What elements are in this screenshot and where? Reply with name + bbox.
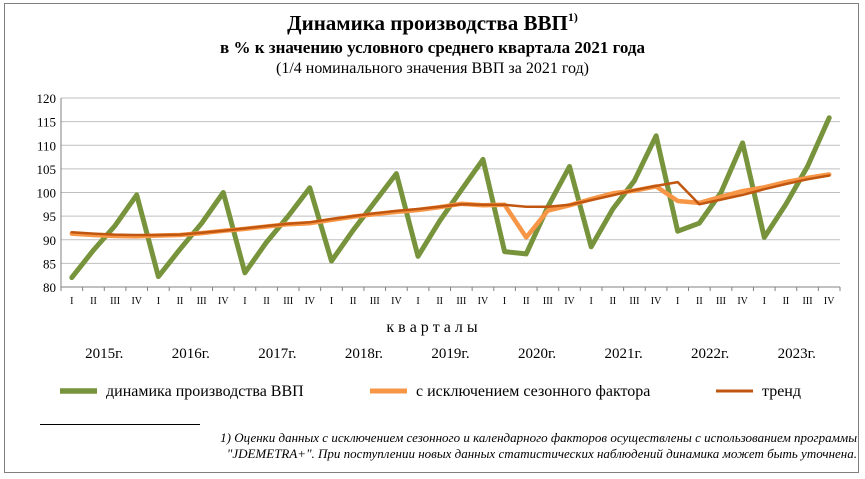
grid	[61, 97, 840, 264]
y-tick-label-120: 120	[37, 91, 57, 106]
x-axis-label: к в а р т а л ы	[386, 319, 478, 336]
x-tick-label: II	[783, 296, 790, 307]
y-axis-ticks: 80 85 90 95 100 105 110 115 120	[37, 91, 57, 295]
x-tick-label: II	[436, 296, 443, 307]
x-tick-label: I	[157, 296, 160, 307]
x-tick-label: IV	[391, 296, 402, 307]
x-tick-label: III	[456, 296, 466, 307]
chart-subtitle-note: (1/4 номинального значения ВВП за 2021 г…	[276, 60, 589, 77]
x-axis-ticks: I II III IV I II III IV I II III IV I II III IV I II III IV…	[60, 287, 841, 307]
series-line-3	[70, 174, 831, 237]
x-tick-label: I	[589, 296, 592, 307]
y-tick-label-110: 110	[37, 138, 56, 153]
x-tick-label: I	[763, 296, 766, 307]
chart-subtitle: в % к значению условного среднего кварта…	[220, 38, 645, 57]
x-tick-label: II	[90, 296, 97, 307]
footnote-line-2: "JDEMETRA+". При поступлении новых данны…	[226, 446, 857, 461]
chart-title: Динамика производства ВВП1)	[0, 10, 865, 36]
x-tick-label: I	[416, 296, 419, 307]
legend: динамика производства ВВП с исключением с…	[60, 383, 801, 400]
x-tick-label: IV	[131, 296, 142, 307]
chart-title-text: Динамика производства ВВП	[287, 11, 568, 35]
y-tick-label-115: 115	[37, 115, 56, 130]
y-tick-label-85: 85	[43, 256, 56, 271]
year-label-1: 2015г.	[85, 346, 123, 362]
x-tick-label: IV	[305, 296, 316, 307]
x-tick-label: III	[370, 296, 380, 307]
year-label-7: 2021г.	[605, 346, 643, 362]
x-tick-label: I	[676, 296, 679, 307]
series-lines	[69, 115, 832, 281]
x-tick-label: II	[609, 296, 616, 307]
y-tick-label-80: 80	[43, 280, 56, 295]
legend-label-2: с исключением сезонного фактора	[416, 383, 650, 400]
x-tick-label: I	[243, 296, 246, 307]
year-label-6: 2020г.	[518, 346, 556, 362]
x-tick-label: III	[543, 296, 553, 307]
x-tick-label: II	[263, 296, 270, 307]
x-tick-label: III	[110, 296, 120, 307]
y-tick-label-100: 100	[37, 186, 57, 201]
x-tick-label: III	[716, 296, 726, 307]
x-tick-label: III	[803, 296, 813, 307]
x-tick-label: IV	[478, 296, 489, 307]
legend-label-3: тренд	[762, 383, 801, 400]
x-tick-label: IV	[651, 296, 662, 307]
x-tick-label: II	[523, 296, 530, 307]
year-label-2: 2016г.	[172, 346, 210, 362]
x-tick-label: I	[330, 296, 333, 307]
x-tick-label: III	[197, 296, 207, 307]
x-tick-label: IV	[218, 296, 229, 307]
year-labels: 2015г. 2016г. 2017г. 2018г. 2019г. 2020г. 2021…	[85, 346, 816, 362]
year-label-8: 2022г.	[691, 346, 729, 362]
chart-title-footnote-mark: 1)	[567, 10, 578, 24]
x-tick-label: II	[696, 296, 703, 307]
x-tick-label: II	[177, 296, 184, 307]
x-tick-label: II	[350, 296, 357, 307]
x-tick-label: I	[70, 296, 73, 307]
footnote-rule	[40, 424, 200, 425]
y-tick-label-90: 90	[43, 233, 56, 248]
x-tick-label: IV	[737, 296, 748, 307]
x-tick-label: III	[629, 296, 639, 307]
x-tick-label: I	[503, 296, 506, 307]
x-tick-label: IV	[824, 296, 835, 307]
y-tick-label-95: 95	[43, 209, 56, 224]
x-tick-label: III	[283, 296, 293, 307]
legend-label-1: динамика производства ВВП	[106, 383, 304, 400]
footnote-line-1: 1) Оценки данных с исключением сезонного…	[220, 430, 857, 445]
x-tick-label: IV	[564, 296, 575, 307]
year-label-3: 2017г.	[258, 346, 296, 362]
year-label-9: 2023г.	[778, 346, 816, 362]
year-label-4: 2018г.	[345, 346, 383, 362]
year-label-5: 2019г.	[431, 346, 469, 362]
y-tick-label-105: 105	[37, 162, 57, 177]
